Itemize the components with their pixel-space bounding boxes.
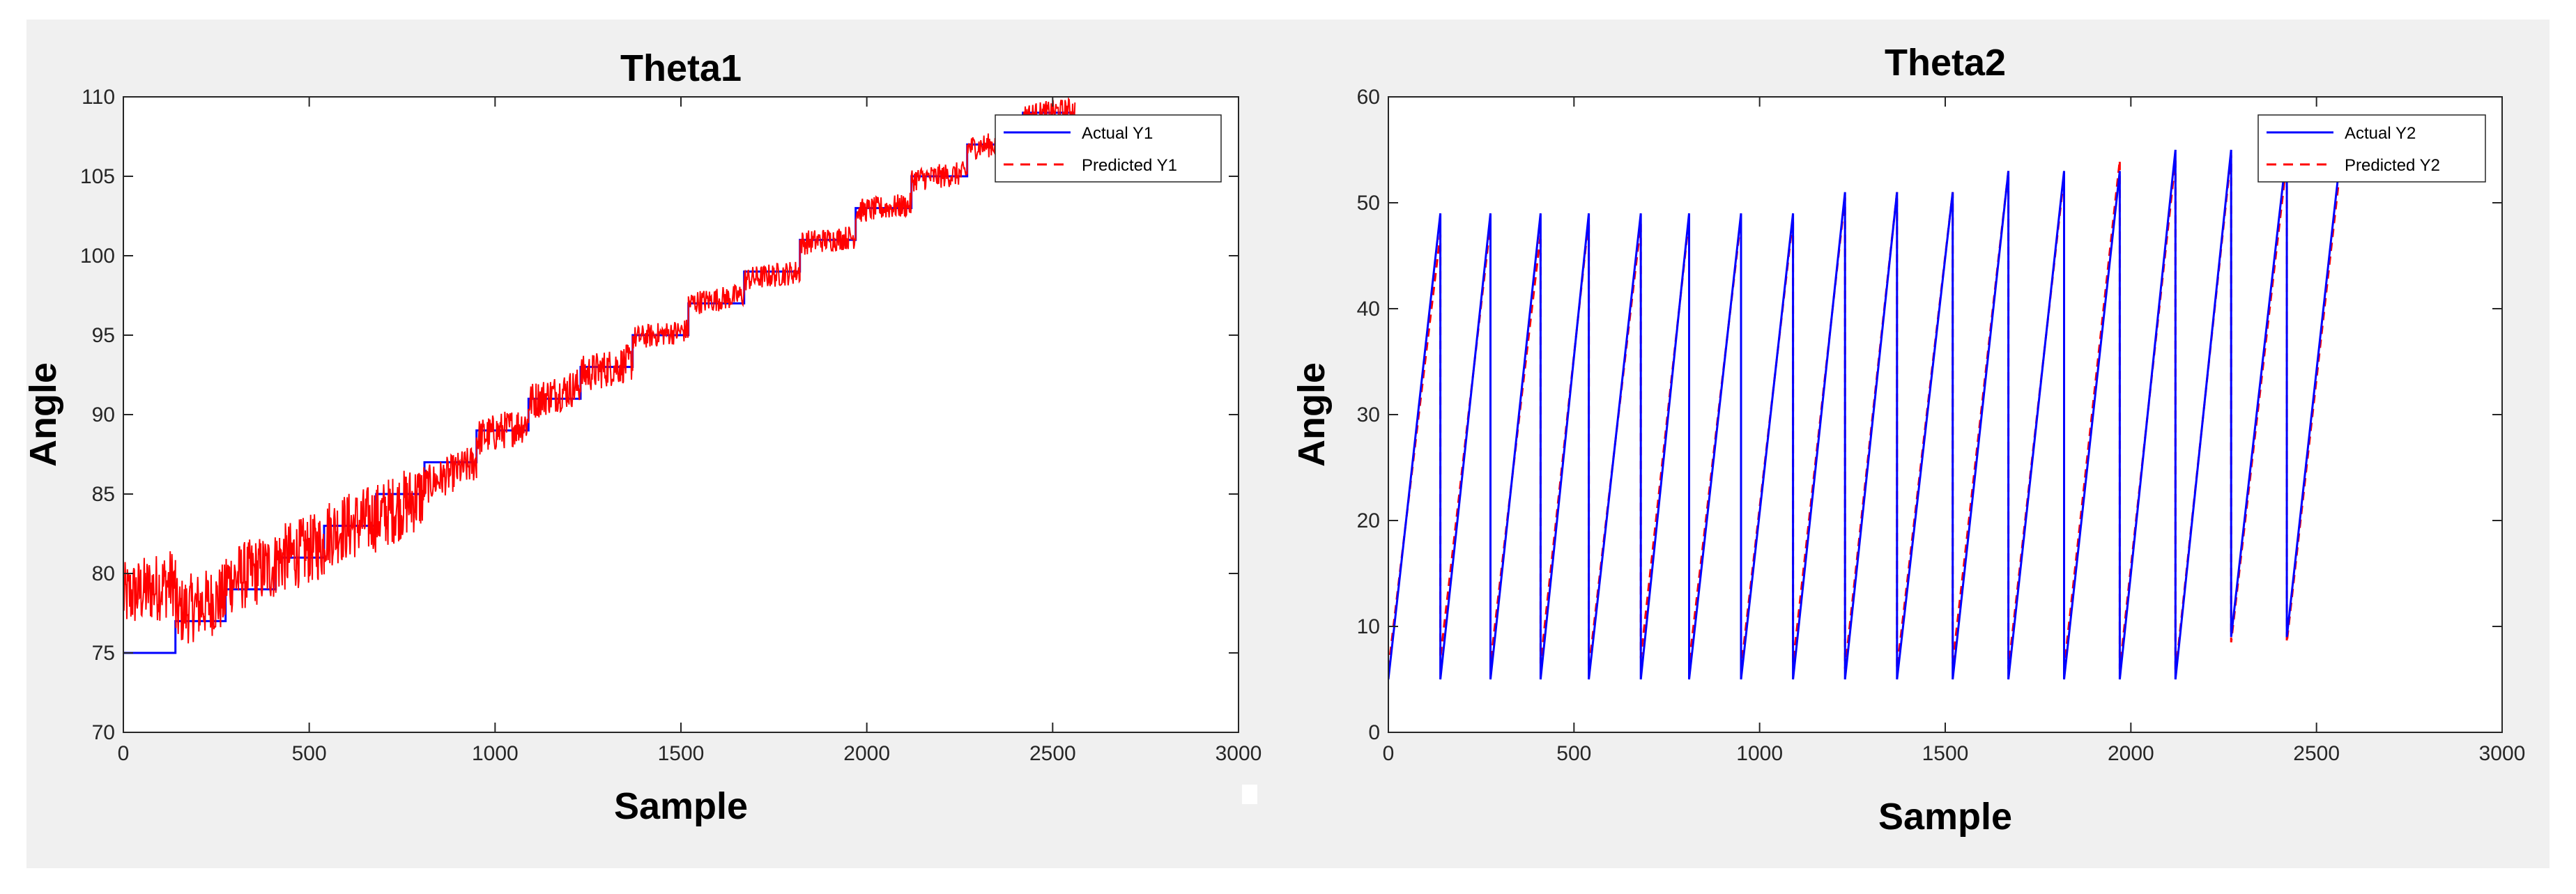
series-line-actual-y2 xyxy=(1388,149,2340,680)
x-tick-label-theta1: 500 xyxy=(292,742,327,765)
y-tick-label-theta2: 0 xyxy=(1368,721,1380,744)
x-tick-label-theta1: 3000 xyxy=(1216,742,1262,765)
y-tick-label-theta1: 105 xyxy=(80,165,115,188)
legend-theta1: Actual Y1 Predicted Y1 xyxy=(995,114,1222,183)
series-line-predicted-y1 xyxy=(123,97,1076,644)
y-tick-label-theta1: 100 xyxy=(80,245,115,268)
ticks-theta1: 0 500 1000 1500 2000 2500 3000 70 75 80 85 90 95 100 1… xyxy=(80,86,1262,765)
y-tick-label-theta1: 95 xyxy=(92,324,115,347)
legend-label-actual-y2: Actual Y2 xyxy=(2345,124,2416,143)
y-tick-label-theta2: 50 xyxy=(1357,192,1380,215)
x-tick-label-theta1: 1500 xyxy=(658,742,705,765)
legend-label-predicted-y1: Predicted Y1 xyxy=(1082,156,1177,175)
y-tick-label-theta2: 30 xyxy=(1357,403,1380,426)
x-tick-label-theta2: 2500 xyxy=(2293,742,2340,765)
x-tick-label-theta2: 3000 xyxy=(2479,742,2526,765)
x-tick-label-theta1: 1000 xyxy=(472,742,519,765)
y-tick-label-theta1: 110 xyxy=(82,86,115,109)
series-layer-theta2 xyxy=(1388,149,2340,680)
y-tick-label-theta1: 75 xyxy=(92,642,115,665)
x-axis-label-theta2: Sample xyxy=(1878,796,2012,838)
x-tick-label-theta1: 2000 xyxy=(843,742,890,765)
plot-area-theta1 xyxy=(123,97,1239,732)
x-tick-label-theta1: 2500 xyxy=(1029,742,1076,765)
y-tick-label-theta1: 90 xyxy=(92,403,115,426)
y-axis-label-theta2: Angle xyxy=(1291,362,1333,467)
y-tick-label-theta1: 70 xyxy=(92,721,115,744)
y-tick-label-theta1: 80 xyxy=(92,562,115,585)
legend-label-predicted-y2: Predicted Y2 xyxy=(2345,156,2440,175)
chart-title-theta1: Theta1 xyxy=(620,47,742,89)
series-layer-theta1 xyxy=(123,97,1076,654)
y-tick-label-theta1: 85 xyxy=(92,483,115,506)
y-tick-label-theta2: 20 xyxy=(1357,509,1380,532)
chart-title-theta2: Theta2 xyxy=(1885,42,2006,84)
y-axis-label-theta1: Angle xyxy=(22,362,64,467)
stray-marker xyxy=(1242,785,1257,804)
y-tick-label-theta2: 60 xyxy=(1357,86,1380,109)
plot-area-theta2 xyxy=(1388,97,2502,732)
y-tick-label-theta2: 10 xyxy=(1357,615,1380,638)
x-tick-label-theta2: 1000 xyxy=(1736,742,1783,765)
x-axis-label-theta1: Sample xyxy=(614,785,748,827)
legend-theta2: Actual Y2 Predicted Y2 xyxy=(2257,114,2486,183)
x-tick-label-theta1: 0 xyxy=(118,742,130,765)
chart-theta2: 0 500 1000 1500 2000 2500 3000 0 10 20 30 40 50 60 Th… xyxy=(1291,42,2525,838)
x-tick-label-theta2: 1500 xyxy=(1922,742,1969,765)
x-tick-label-theta2: 500 xyxy=(1556,742,1591,765)
y-tick-label-theta2: 40 xyxy=(1357,298,1380,321)
legend-label-actual-y1: Actual Y1 xyxy=(1082,124,1153,143)
chart-theta1: 0 500 1000 1500 2000 2500 3000 70 75 80 85 90 95 100 1… xyxy=(22,47,1262,827)
x-tick-label-theta2: 2000 xyxy=(2108,742,2154,765)
x-tick-label-theta2: 0 xyxy=(1383,742,1395,765)
ticks-theta2: 0 500 1000 1500 2000 2500 3000 0 10 20 30 40 50 60 xyxy=(1357,86,2526,765)
legend-box-theta2 xyxy=(2257,114,2486,183)
legend-box-theta1 xyxy=(995,114,1222,183)
